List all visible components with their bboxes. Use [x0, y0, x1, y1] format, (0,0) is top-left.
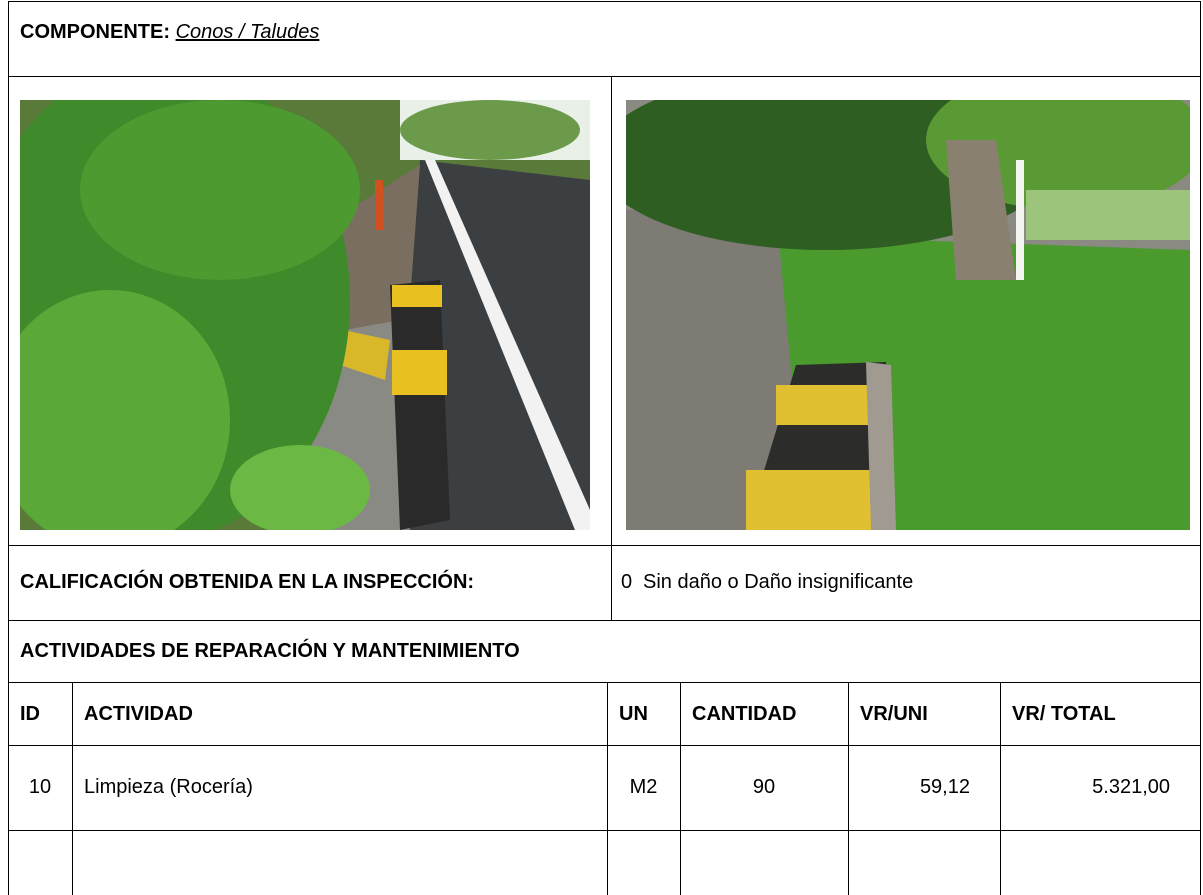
table-cell: 90 [752, 776, 776, 798]
rating-description: Sin daño o Daño insignificante [643, 571, 914, 593]
table-cell: M2 [629, 776, 658, 798]
table-cell: 10 [28, 776, 52, 798]
column-header: VR/UNI [860, 703, 928, 725]
column-header: UN [619, 703, 648, 725]
table-cell: 59,12 [919, 776, 970, 798]
photo-road [20, 100, 590, 530]
column-header: VR/ TOTAL [1012, 703, 1116, 725]
border [848, 682, 849, 895]
rating-label: CALIFICACIÓN OBTENIDA EN LA INSPECCIÓN: [20, 571, 475, 593]
rating-score: 0 [621, 571, 633, 593]
border [72, 682, 73, 895]
border [8, 620, 1201, 621]
activities-title: ACTIVIDADES DE REPARACIÓN Y MANTENIMIENT… [20, 640, 520, 662]
border [607, 682, 608, 895]
border [1200, 1, 1201, 895]
border [8, 76, 1201, 77]
column-header: CANTIDAD [692, 703, 797, 725]
border [8, 1, 9, 895]
border [8, 830, 1201, 831]
component: COMPONENTE: Conos / Taludes [20, 20, 319, 44]
border [8, 545, 1201, 546]
border [1000, 682, 1001, 895]
component-value: Conos / Taludes [175, 21, 320, 43]
column-header: ACTIVIDAD [84, 703, 193, 725]
column-header: ID [20, 703, 40, 725]
border [611, 76, 612, 620]
table-cell: 5.321,00 [1092, 776, 1170, 798]
component-label: COMPONENTE: [20, 21, 170, 43]
border [8, 745, 1201, 746]
border [8, 682, 1201, 683]
table-cell: Limpieza (Rocería) [84, 776, 253, 798]
photo-slope [626, 100, 1190, 530]
border [680, 682, 681, 895]
border [8, 1, 1201, 2]
